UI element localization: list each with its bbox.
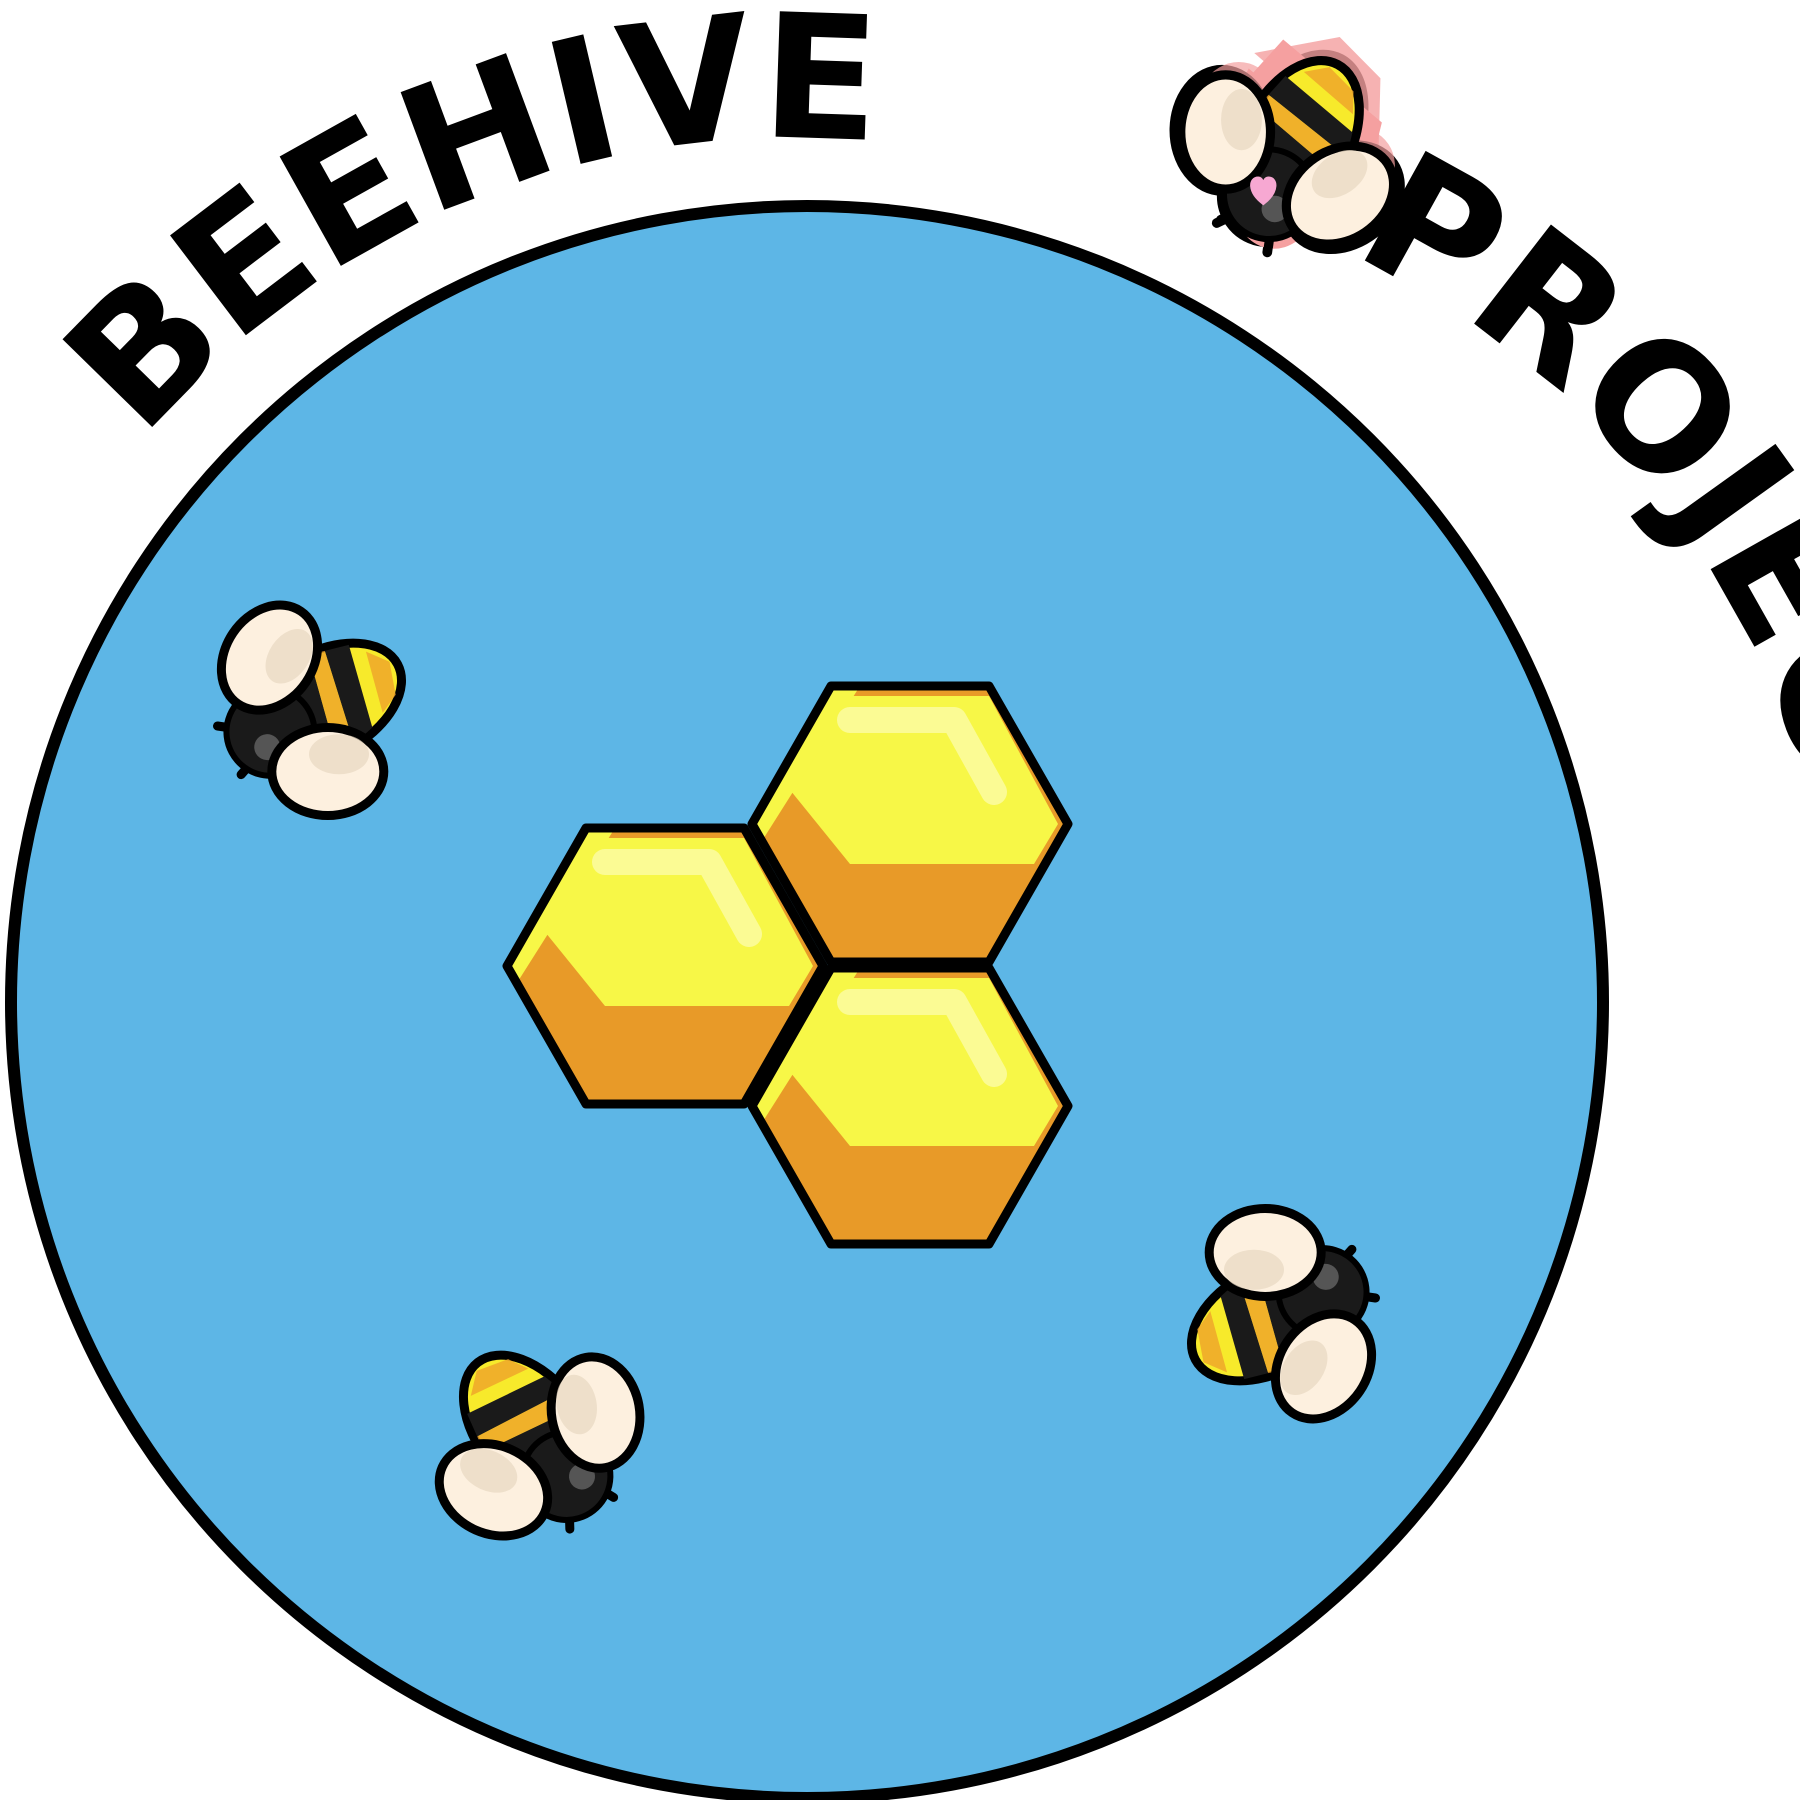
sticker-bee-icon xyxy=(1119,0,1462,305)
heart-icon xyxy=(1250,176,1277,206)
